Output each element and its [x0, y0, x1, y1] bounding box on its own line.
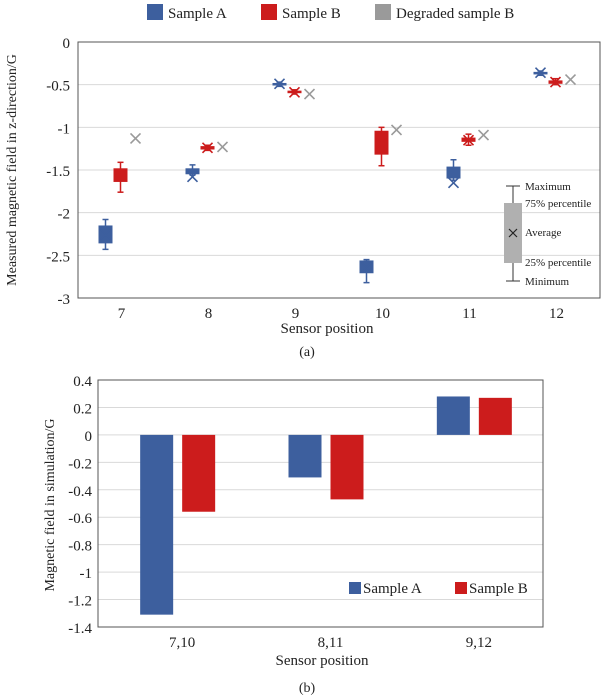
- mean-marker: [534, 67, 547, 79]
- x-tick-label: 10: [375, 306, 390, 322]
- panel-b-xlabel: Sensor position: [276, 653, 369, 669]
- legend-top: Sample A Sample B Degraded sample B: [147, 4, 514, 22]
- y-tick-label: -1.2: [68, 594, 92, 610]
- legend-swatch-sample-b: [455, 582, 467, 594]
- y-tick-label: -1.4: [68, 621, 92, 637]
- legend-label-sample-b: Sample B: [282, 6, 341, 22]
- y-tick-label: 0: [85, 429, 93, 445]
- mean-marker: [549, 76, 562, 88]
- legend-swatch-degraded-b: [375, 4, 391, 20]
- plot-frame: [77, 41, 601, 299]
- mean-marker: [390, 124, 403, 136]
- y-tick-label: -2: [58, 207, 71, 223]
- mean-marker: [129, 132, 142, 144]
- y-tick-label: -0.5: [46, 79, 70, 95]
- x-tick-label: 7: [118, 306, 126, 322]
- mean-marker: [186, 171, 199, 183]
- panel-a-xlabel: Sensor position: [281, 321, 374, 337]
- key-label-minimum: Minimum: [525, 276, 569, 288]
- x-tick-label: 9,12: [466, 635, 492, 651]
- legend-label-sample-b: Sample B: [469, 581, 528, 597]
- legend-label-sample-a: Sample A: [168, 6, 227, 22]
- y-tick-label: -1: [58, 121, 71, 137]
- bar: [330, 434, 364, 500]
- mean-marker: [114, 169, 127, 181]
- panel-b-label: (b): [299, 681, 316, 696]
- box: [185, 168, 200, 175]
- key-label-average: Average: [525, 227, 562, 239]
- y-tick-label: 0.2: [73, 401, 92, 417]
- x-tick-label: 7,10: [169, 635, 195, 651]
- y-tick-label: -0.2: [68, 456, 92, 472]
- plot-frame: [97, 379, 544, 628]
- legend-label-sample-a: Sample A: [363, 581, 422, 597]
- mean-marker: [477, 129, 490, 141]
- mean-marker: [273, 78, 286, 90]
- y-tick-label: -3: [58, 292, 71, 308]
- y-tick-label: -0.8: [68, 539, 92, 555]
- x-tick-label: 11: [462, 306, 476, 322]
- mean-marker: [99, 229, 112, 241]
- mean-marker: [216, 141, 229, 153]
- box: [446, 166, 461, 179]
- y-tick-label: 0.4: [73, 374, 92, 390]
- y-tick-label: 0: [63, 36, 71, 52]
- key-label-maximum: Maximum: [525, 181, 571, 193]
- y-tick-label: -1.5: [46, 164, 70, 180]
- legend-swatch-sample-a: [349, 582, 361, 594]
- key-label-25: 25% percentile: [525, 257, 591, 269]
- bar: [140, 434, 174, 615]
- legend-bottom: Sample A Sample B: [349, 581, 528, 597]
- legend-swatch-sample-a: [147, 4, 163, 20]
- bar-chart-panel-b: 0.4 0.2 0 -0.2 -0.4 -0.6 -0.8 -1 -1.2 -1.4 7,10 8,1…: [68, 374, 544, 651]
- bar: [436, 396, 470, 435]
- bar: [182, 434, 216, 512]
- key-mean-marker: [508, 228, 518, 238]
- box-plot-panel-a: 0 -0.5 -1 -1.5 -2 -2.5 -3 7 8 9 10 11 12 Maximum 75% p…: [46, 36, 601, 322]
- y-tick-label: -1: [80, 566, 93, 582]
- bar: [478, 397, 512, 435]
- mean-marker: [462, 134, 475, 146]
- legend-swatch-sample-b: [261, 4, 277, 20]
- mean-marker: [447, 177, 460, 189]
- panel-a-label: (a): [299, 345, 315, 360]
- y-tick-label: -2.5: [46, 249, 70, 265]
- mean-marker: [303, 88, 316, 100]
- panel-b-ylabel: Magnetic field in simulation/G: [43, 418, 58, 591]
- x-tick-label: 8: [205, 306, 213, 322]
- x-tick-label: 9: [292, 306, 300, 322]
- x-tick-label: 12: [549, 306, 564, 322]
- mean-marker: [201, 142, 214, 154]
- panel-a-ylabel: Measured magnetic field in z-direction/G: [5, 54, 20, 286]
- mean-marker: [360, 261, 373, 273]
- x-tick-label: 8,11: [318, 635, 344, 651]
- legend-label-degraded-b: Degraded sample B: [396, 6, 514, 22]
- key-label-75: 75% percentile: [525, 198, 591, 210]
- y-tick-label: -0.4: [68, 484, 92, 500]
- mean-marker: [288, 86, 301, 98]
- mean-marker: [375, 137, 388, 150]
- bar: [288, 434, 322, 478]
- y-tick-label: -0.6: [68, 511, 92, 527]
- mean-marker: [564, 73, 577, 86]
